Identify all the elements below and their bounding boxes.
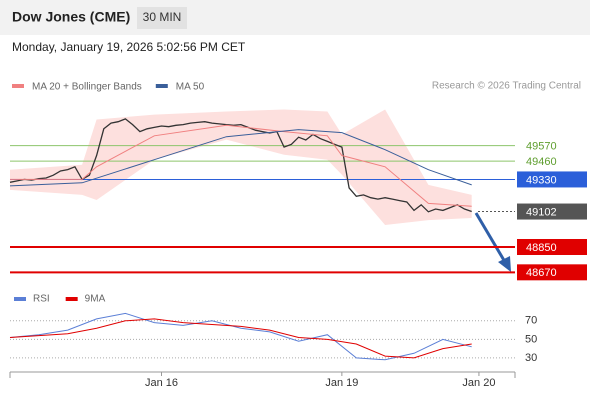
x-tick-label: Jan 19 bbox=[325, 377, 358, 389]
legend-swatch bbox=[155, 84, 168, 88]
legend-label: MA 50 bbox=[176, 82, 205, 93]
ma-line bbox=[9, 129, 472, 187]
legend-swatch bbox=[12, 84, 24, 88]
date: Monday, January 19, 2026 5:02:56 PM CET bbox=[12, 40, 246, 54]
legend-label: MA 20 + Bollinger Bands bbox=[32, 82, 142, 93]
y-tick-label: 70 bbox=[525, 315, 537, 327]
y-tick-label: 30 bbox=[525, 352, 537, 364]
forecast-arrow bbox=[474, 212, 511, 272]
legend-label: RSI bbox=[33, 294, 50, 305]
level-label: 49460 bbox=[526, 156, 557, 168]
ma-line bbox=[10, 124, 472, 207]
level-label: 49330 bbox=[526, 174, 557, 186]
x-tick-label: Jan 20 bbox=[462, 377, 495, 389]
level-label: 49102 bbox=[526, 206, 557, 218]
level-label-box bbox=[517, 264, 587, 281]
y-tick-label: 50 bbox=[525, 333, 537, 345]
level-label: 48670 bbox=[526, 267, 557, 279]
rsi-line bbox=[9, 312, 472, 361]
legend-swatch bbox=[65, 297, 78, 301]
title: Dow Jones (CME) bbox=[12, 9, 130, 25]
level-label-box bbox=[517, 239, 587, 255]
level-label: 48850 bbox=[526, 242, 557, 254]
legend-swatch bbox=[14, 297, 26, 301]
level-label-box bbox=[517, 203, 587, 220]
timeframe: 30 MIN bbox=[143, 10, 182, 24]
level-label: 49570 bbox=[526, 141, 557, 153]
rsi-line bbox=[9, 318, 472, 359]
credit: Research © 2026 Trading Central bbox=[432, 81, 581, 92]
x-tick-label: Jan 16 bbox=[145, 377, 178, 389]
timeframe-box bbox=[137, 7, 187, 29]
level-label-box bbox=[517, 171, 587, 188]
legend-label: 9MA bbox=[85, 294, 106, 305]
price-line bbox=[9, 118, 472, 213]
header-bar bbox=[0, 0, 590, 35]
